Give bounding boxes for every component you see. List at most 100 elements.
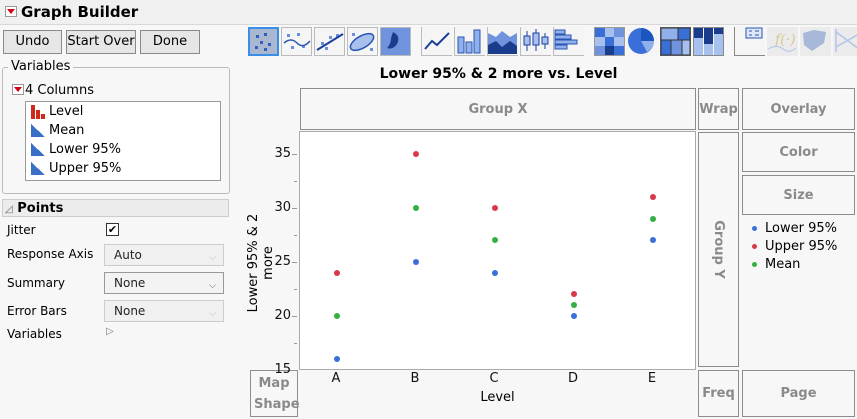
column-item-lower-95[interactable]: Lower 95% [26, 140, 220, 159]
data-point[interactable] [492, 269, 498, 276]
data-point[interactable] [492, 204, 498, 211]
freq-drop-zone[interactable]: Freq [698, 370, 739, 417]
data-point[interactable] [571, 312, 577, 319]
red-triangle-menu-icon[interactable] [5, 6, 17, 17]
group-x-drop-zone[interactable]: Group X [300, 88, 696, 130]
y-tick-label: 25 [274, 253, 291, 269]
y-tick-label: 30 [274, 199, 291, 215]
y-tick-label: 15 [274, 362, 291, 377]
disclosure-triangle-icon[interactable]: ◿ [5, 204, 13, 215]
title-bar: Graph Builder [0, 0, 857, 25]
y-tick-mark [294, 180, 297, 182]
legend-dot-icon [752, 261, 757, 267]
column-item-mean[interactable]: Mean [26, 121, 220, 140]
size-drop-zone[interactable]: Size [742, 175, 855, 215]
overlay-drop-zone[interactable]: Overlay [742, 88, 855, 130]
legend-item-upper-95[interactable]: Upper 95% [752, 237, 837, 255]
data-point[interactable] [571, 302, 577, 309]
legend-item-mean[interactable]: Mean [752, 255, 837, 273]
columns-list[interactable]: Level Mean Lower 95% Upper 95% [25, 101, 221, 181]
data-point[interactable] [334, 312, 340, 319]
x-axis-label: Level [480, 390, 515, 405]
legend-dot-icon [752, 225, 757, 231]
y-tick-mark [292, 261, 297, 263]
expand-triangle-icon[interactable]: ▷ [106, 326, 114, 337]
group-y-drop-zone[interactable]: Group Y [698, 132, 739, 367]
legend-item-lower-95[interactable]: Lower 95% [752, 219, 837, 237]
chevron-down-icon: ⌵ [209, 281, 216, 291]
summary-dropdown[interactable]: None ⌵ [104, 272, 224, 294]
points-element-icon[interactable] [248, 27, 279, 56]
data-point[interactable] [650, 215, 656, 222]
data-point[interactable] [413, 204, 419, 211]
data-point[interactable] [413, 258, 419, 265]
chart-title: Lower 95% & 2 more vs. Level [379, 66, 618, 82]
map-shape-drop-zone[interactable]: Map Shape [250, 370, 300, 417]
page-drop-zone[interactable]: Page [742, 370, 855, 417]
contour-element-icon[interactable] [380, 27, 411, 56]
column-item-upper-95[interactable]: Upper 95% [26, 159, 220, 178]
continuous-column-icon [31, 124, 45, 137]
error-bars-label: Error Bars [7, 304, 67, 318]
area-element-icon[interactable] [487, 27, 518, 56]
chevron-down-icon: ⌵ [209, 309, 216, 319]
plot-area[interactable] [299, 131, 696, 370]
data-point[interactable] [650, 237, 656, 244]
jitter-label: Jitter [7, 223, 36, 237]
wrap-drop-zone[interactable]: Wrap [698, 88, 739, 130]
bar-element-icon[interactable] [454, 27, 485, 56]
parallel-element-icon [833, 27, 857, 56]
x-tick-label: E [647, 371, 657, 386]
formula-element-icon: f(·) [767, 27, 798, 56]
start-over-button[interactable]: Start Over [66, 30, 136, 54]
summary-label: Summary [7, 276, 65, 290]
error-bars-dropdown[interactable]: None ⌵ [104, 300, 224, 322]
y-axis[interactable]: 15 20 25 30 35 [265, 132, 297, 377]
mosaic-element-icon[interactable] [693, 27, 724, 56]
variables-legend: Variables [8, 59, 74, 74]
nominal-column-icon [31, 104, 45, 119]
response-axis-dropdown[interactable]: Auto ⌵ [104, 244, 224, 266]
done-button[interactable]: Done [140, 30, 200, 54]
data-point[interactable] [650, 193, 656, 200]
graph-element-toolbar: f(·) [248, 27, 857, 56]
data-point[interactable] [413, 150, 419, 157]
x-tick-label: B [410, 371, 420, 386]
y-tick-mark [294, 342, 297, 344]
x-tick-label: A [331, 371, 341, 386]
x-tick-label: C [489, 371, 499, 386]
columns-count-label: 4 Columns [25, 83, 94, 98]
column-item-level[interactable]: Level [26, 102, 220, 121]
treemap-element-icon[interactable] [660, 27, 691, 56]
y-tick-mark [294, 288, 297, 290]
response-axis-label: Response Axis [7, 247, 94, 261]
smoother-element-icon[interactable] [281, 27, 312, 56]
line-element-icon[interactable] [421, 27, 452, 56]
box-plot-element-icon[interactable] [520, 27, 551, 56]
ellipse-element-icon[interactable] [347, 27, 378, 56]
columns-menu-icon[interactable] [12, 84, 24, 95]
y-tick-label: 20 [274, 307, 291, 323]
y-tick-mark [292, 207, 297, 209]
variables-label: Variables [7, 327, 62, 341]
data-point[interactable] [571, 291, 577, 298]
color-drop-zone[interactable]: Color [742, 132, 855, 172]
caption-box-element-icon[interactable] [734, 27, 765, 56]
legend-dot-icon [752, 243, 757, 249]
points-section-header[interactable]: ◿ Points [2, 199, 229, 217]
line-of-fit-element-icon[interactable] [314, 27, 345, 56]
chevron-down-icon: ⌵ [209, 253, 216, 263]
x-axis[interactable]: A B C D E [299, 371, 696, 391]
data-point[interactable] [334, 269, 340, 276]
map-shapes-element-icon [800, 27, 831, 56]
jitter-checkbox[interactable]: ✔ [106, 223, 119, 236]
y-tick-mark [292, 153, 297, 155]
legend: Lower 95% Upper 95% Mean [752, 219, 837, 273]
variables-group [2, 67, 230, 194]
histogram-element-icon[interactable] [553, 27, 584, 56]
undo-button[interactable]: Undo [3, 30, 62, 54]
data-point[interactable] [334, 356, 340, 363]
heatmap-element-icon[interactable] [594, 27, 625, 56]
pie-element-icon[interactable] [627, 27, 658, 56]
data-point[interactable] [492, 237, 498, 244]
